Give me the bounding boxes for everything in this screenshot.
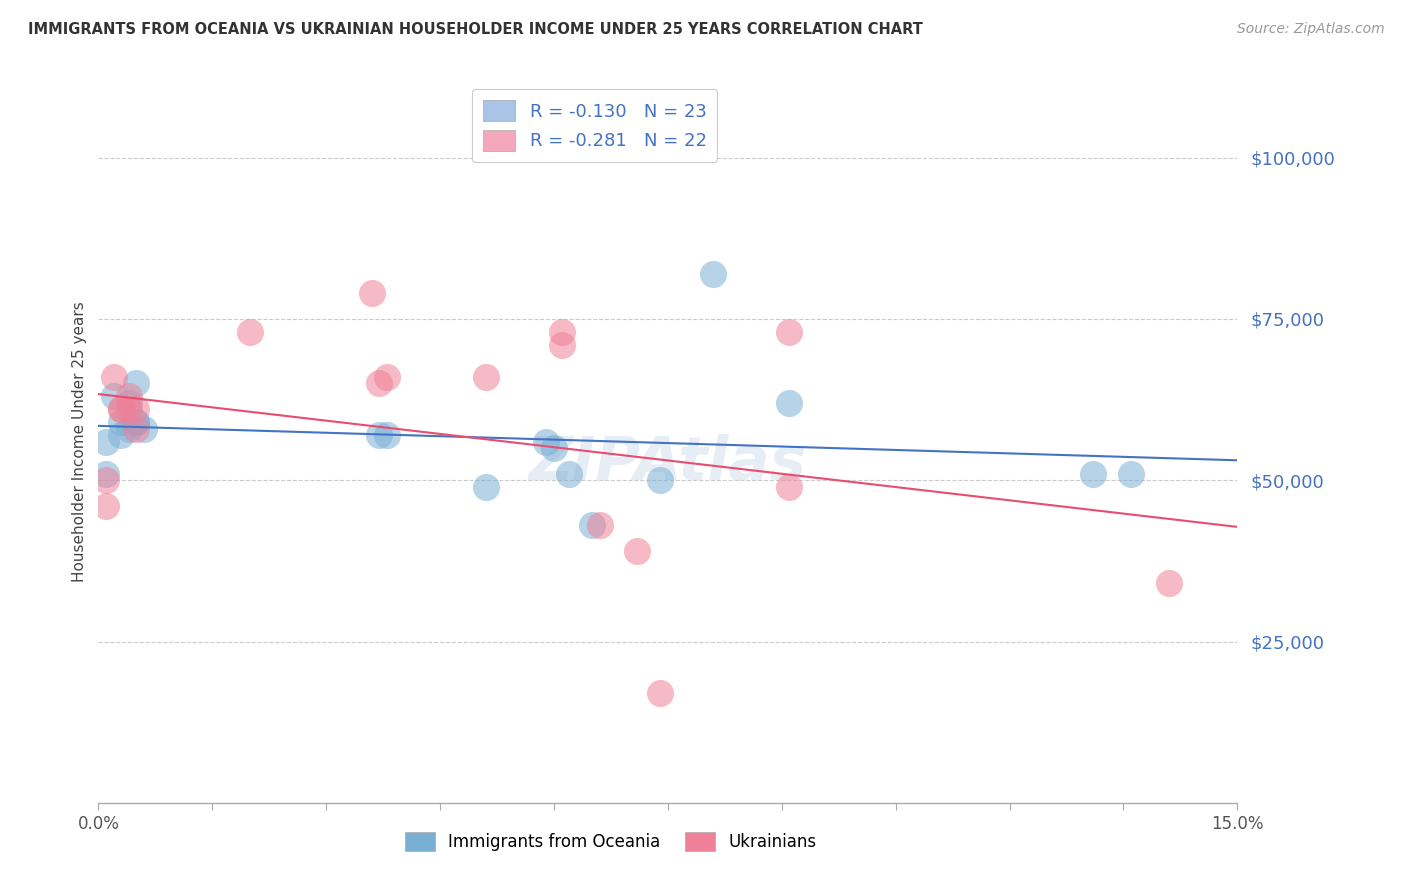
Point: [110, 415, 132, 429]
Point: [375, 370, 398, 384]
Point: [1119, 467, 1142, 481]
Point: [558, 467, 581, 481]
Point: [368, 376, 391, 391]
Point: [103, 370, 125, 384]
Point: [94, 499, 117, 513]
Point: [110, 428, 132, 442]
Point: [1157, 576, 1180, 591]
Point: [118, 422, 141, 436]
Point: [94, 434, 117, 449]
Point: [118, 389, 141, 403]
Point: [702, 267, 724, 281]
Point: [588, 518, 610, 533]
Legend: Immigrants from Oceania, Ukrainians: Immigrants from Oceania, Ukrainians: [396, 823, 825, 860]
Point: [118, 402, 141, 417]
Point: [103, 389, 125, 403]
Text: ZIPAtlas: ZIPAtlas: [529, 434, 807, 492]
Point: [125, 415, 148, 429]
Point: [550, 338, 572, 352]
Point: [118, 396, 141, 410]
Point: [778, 325, 800, 339]
Point: [650, 686, 672, 700]
Point: [125, 402, 148, 417]
Point: [543, 441, 565, 455]
Point: [650, 473, 672, 487]
Point: [360, 286, 382, 301]
Point: [110, 402, 132, 417]
Point: [125, 376, 148, 391]
Point: [581, 518, 603, 533]
Point: [778, 396, 800, 410]
Point: [474, 370, 496, 384]
Text: IMMIGRANTS FROM OCEANIA VS UKRAINIAN HOUSEHOLDER INCOME UNDER 25 YEARS CORRELATI: IMMIGRANTS FROM OCEANIA VS UKRAINIAN HOU…: [28, 22, 922, 37]
Point: [94, 473, 117, 487]
Point: [368, 428, 391, 442]
Point: [550, 325, 572, 339]
Point: [778, 480, 800, 494]
Point: [94, 467, 117, 481]
Point: [132, 422, 155, 436]
Point: [375, 428, 398, 442]
Point: [125, 422, 148, 436]
Point: [239, 325, 262, 339]
Text: Source: ZipAtlas.com: Source: ZipAtlas.com: [1237, 22, 1385, 37]
Point: [536, 434, 558, 449]
Point: [626, 544, 648, 558]
Point: [1081, 467, 1104, 481]
Point: [125, 415, 148, 429]
Point: [474, 480, 496, 494]
Y-axis label: Householder Income Under 25 years: Householder Income Under 25 years: [72, 301, 87, 582]
Point: [110, 402, 132, 417]
